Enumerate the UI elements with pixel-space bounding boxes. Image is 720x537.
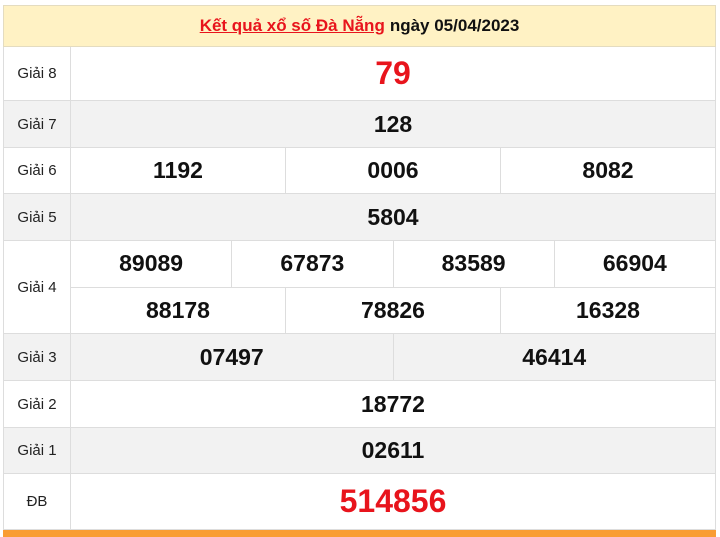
prize-number: 79 [375,55,411,91]
prize-number: 78826 [285,287,500,333]
prize-row: ĐB 514856 [3,474,716,530]
prize-label: Giải 2 [4,381,71,427]
prize-number: 67873 [231,241,392,287]
prize-number: 83589 [392,241,554,287]
prize-row: Giải 5 5804 [3,194,716,241]
prize-number: 89089 [119,250,184,277]
prize-row: Giải 8 79 [3,47,716,101]
prize-label: Giải 4 [4,241,71,333]
prize-label: Giải 1 [4,428,71,473]
prize-row: Giải 6 1192 0006 8082 [3,148,716,194]
prize-number: 514856 [339,483,447,519]
prize-label: Giải 7 [4,101,71,147]
prize-number: 18772 [361,390,425,417]
draw-date: ngày 05/04/2023 [389,16,520,35]
prize-number: 0006 [285,148,500,193]
prize-number: 128 [373,110,413,137]
prize-number: 1192 [153,157,203,183]
prize-number: 16328 [500,287,715,333]
prize-label: Giải 3 [4,334,71,380]
prize-row: Giải 2 18772 [3,381,716,428]
prize-row: Giải 1 02611 [3,428,716,474]
province-results-link[interactable]: Kết quả xổ số Đà Nẵng [199,16,385,35]
prize-number: 8082 [500,148,715,193]
prize-number: 02611 [361,437,425,463]
prize-label: Giải 5 [4,194,71,240]
prize-number: 07497 [199,343,264,370]
table-header: Kết quả xổ số Đà Nẵng ngày 05/04/2023 [3,5,716,47]
prize-number: 5804 [367,203,419,230]
prize-label: Giải 6 [4,148,71,193]
prize-row: Giải 4 89089 67873 83589 66904 88178 78826 1632… [3,241,716,334]
prize-number: 46414 [392,334,716,380]
results-table: Kết quả xổ số Đà Nẵng ngày 05/04/2023 Gi… [3,5,716,530]
prize-row: Giải 7 128 [3,101,716,148]
prize-number: 88178 [146,296,210,323]
prize-label: ĐB [4,474,71,529]
footer-bar [3,530,716,537]
prize-number: 66904 [553,241,715,287]
prize-row: Giải 3 07497 46414 [3,334,716,381]
prize-label: Giải 8 [4,47,71,100]
